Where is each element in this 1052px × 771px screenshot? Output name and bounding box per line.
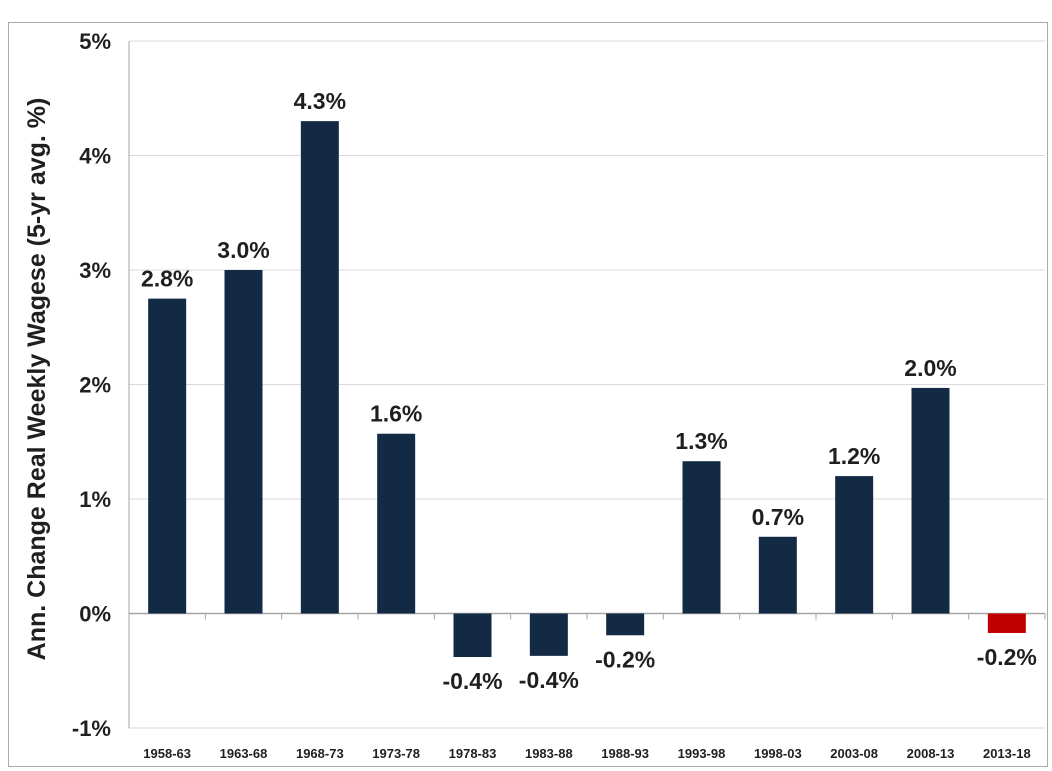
x-tick-label: 1983-88 <box>525 746 573 761</box>
x-tick-label: 1958-63 <box>143 746 191 761</box>
y-tick-label: 4% <box>79 144 111 169</box>
y-tick-label: 3% <box>79 258 111 283</box>
x-tick-label: 1988-93 <box>601 746 649 761</box>
data-label: 1.2% <box>828 443 880 469</box>
bar-1973-78 <box>377 433 416 614</box>
bar-1988-93 <box>606 613 645 636</box>
bar-1993-98 <box>682 461 721 614</box>
bar-2008-13 <box>911 387 950 614</box>
y-tick-label: 0% <box>79 602 111 627</box>
data-label: 2.0% <box>904 355 956 381</box>
x-tick-label: 2013-18 <box>983 746 1031 761</box>
bar-1978-83 <box>453 613 492 658</box>
y-tick-label: 5% <box>79 29 111 54</box>
data-label: 3.0% <box>217 237 269 263</box>
x-tick-label: 1968-73 <box>296 746 344 761</box>
y-tick-label: -1% <box>72 716 111 741</box>
bar-2003-08 <box>835 476 874 614</box>
bars <box>148 121 1026 658</box>
x-tick-label: 2003-08 <box>830 746 878 761</box>
x-tick-label: 1963-68 <box>220 746 268 761</box>
data-label: -0.4% <box>519 667 579 693</box>
bar-chart: -1% 0% 1% 2% 3% 4% 5% 2.8% 3.0% 4.3% 1.6% -0.4% -0.… <box>23 29 1046 761</box>
bar-1958-63 <box>148 298 187 614</box>
chart-frame: -1% 0% 1% 2% 3% 4% 5% 2.8% 3.0% 4.3% 1.6% -0.4% -0.… <box>8 22 1048 767</box>
bar-1963-68 <box>224 270 263 614</box>
data-label: -0.4% <box>442 668 502 694</box>
bar-1968-73 <box>300 121 339 614</box>
y-tick-label: 2% <box>79 373 111 398</box>
data-label: 0.7% <box>752 504 804 530</box>
bar-2013-18 <box>987 613 1026 633</box>
x-tick-label: 1978-83 <box>449 746 497 761</box>
x-tick-label: 2008-13 <box>907 746 955 761</box>
data-label: 1.3% <box>675 428 727 454</box>
data-label: -0.2% <box>977 644 1037 670</box>
x-tick-label: 1998-03 <box>754 746 802 761</box>
bar-1983-88 <box>529 613 568 656</box>
data-label: 4.3% <box>294 88 346 114</box>
x-tick-label: 1973-78 <box>372 746 420 761</box>
data-label: 2.8% <box>141 266 193 292</box>
data-label: -0.2% <box>595 646 655 672</box>
x-tick-label: 1993-98 <box>678 746 726 761</box>
y-tick-labels: -1% 0% 1% 2% 3% 4% 5% <box>72 29 111 741</box>
data-labels: 2.8% 3.0% 4.3% 1.6% -0.4% -0.4% -0.2% 1.3% 0.7% 1… <box>141 88 1037 694</box>
y-axis-label: Ann. Change Real Weekly Wagese (5-yr avg… <box>23 98 51 661</box>
x-tick-labels: 1958-63 1963-68 1968-73 1973-78 1978-83 1983-… <box>143 746 1030 761</box>
bar-1998-03 <box>758 536 797 614</box>
data-label: 1.6% <box>370 401 422 427</box>
y-tick-label: 1% <box>79 487 111 512</box>
gridlines <box>128 40 1046 729</box>
